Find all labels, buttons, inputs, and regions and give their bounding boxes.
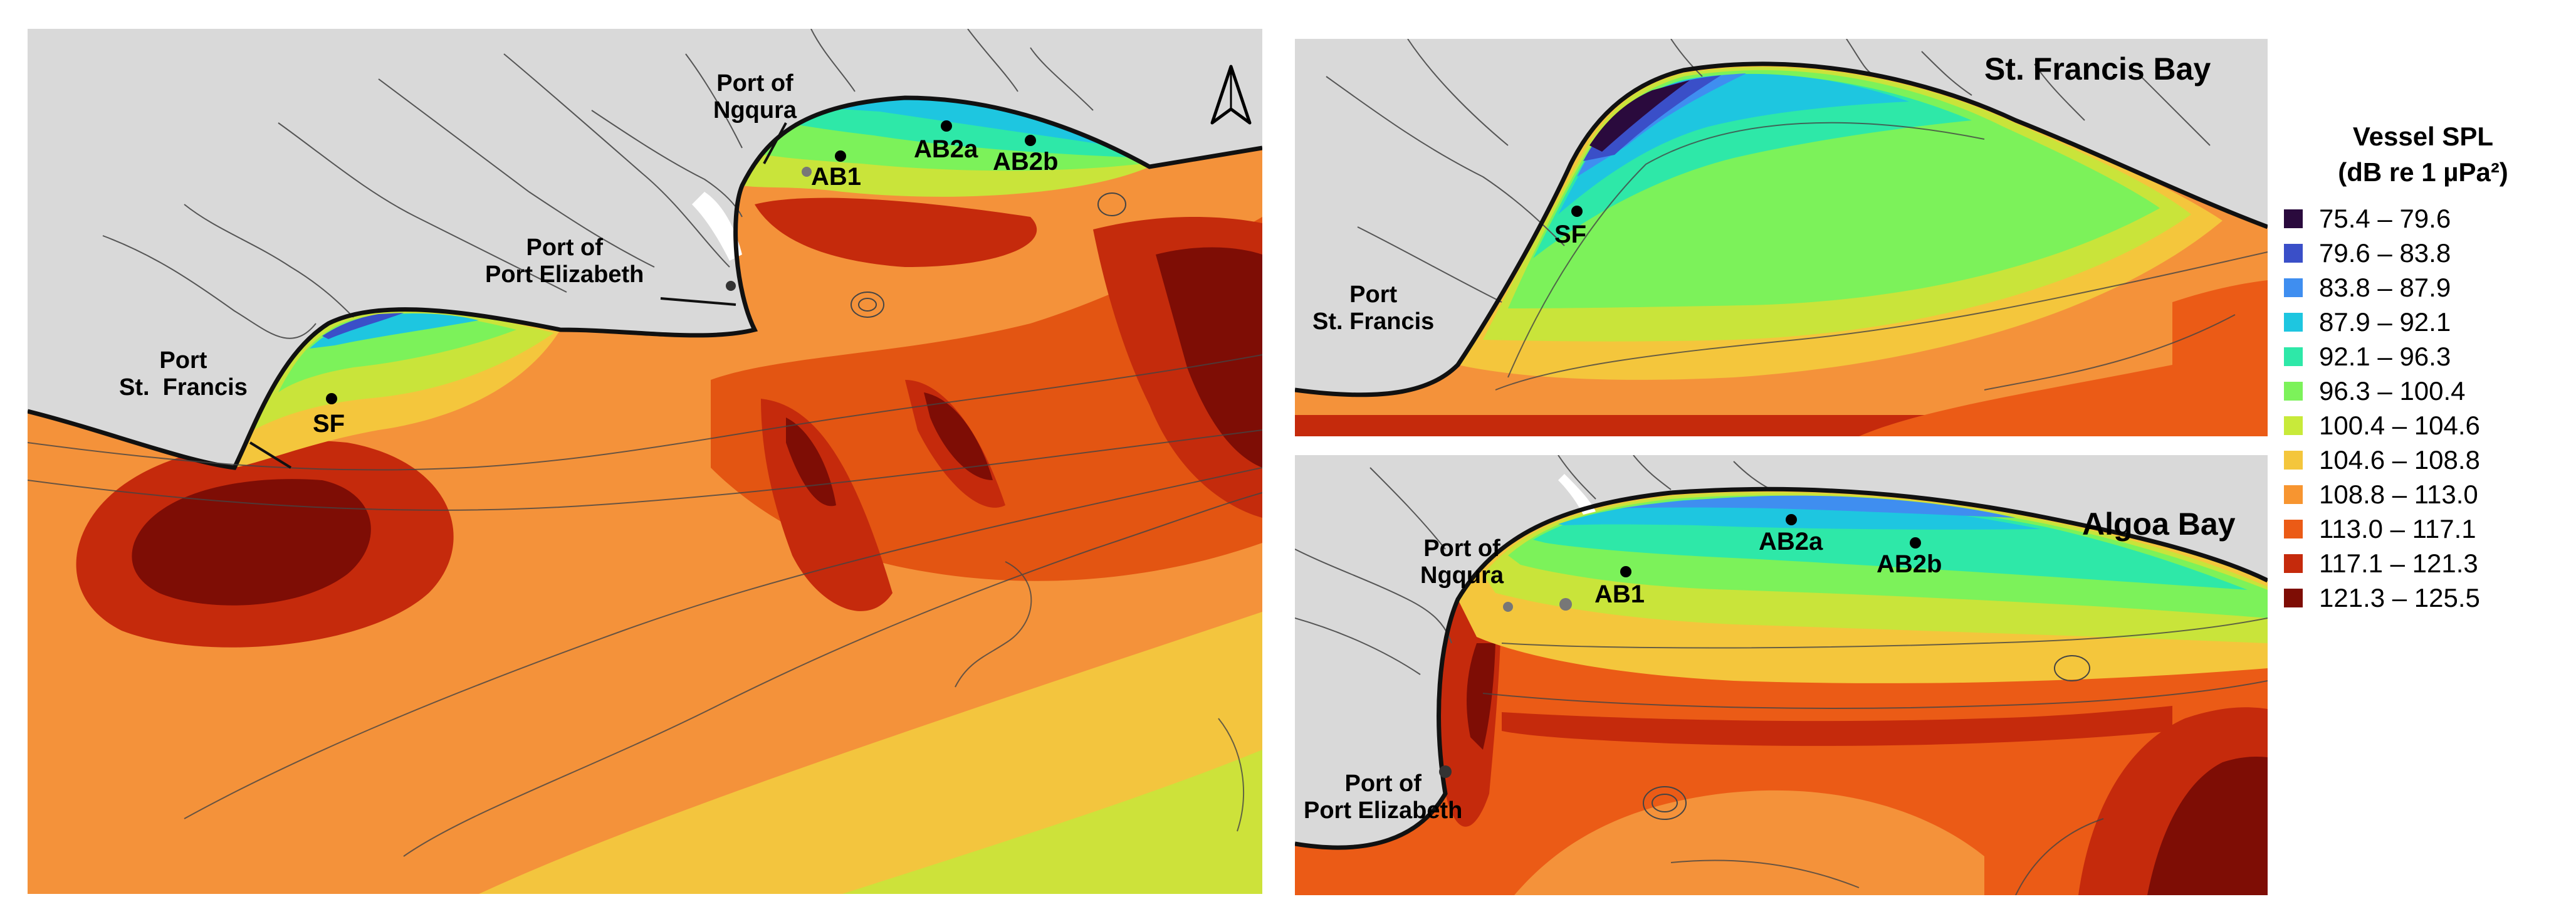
legend-label: 75.4 – 79.6 <box>2319 203 2451 233</box>
site-ab2b-point <box>1910 537 1921 549</box>
legend-swatch <box>2284 243 2303 263</box>
legend-swatch <box>2284 209 2303 228</box>
legend-entry: 96.3 – 100.4 <box>2279 374 2567 408</box>
legend-label: 92.1 – 96.3 <box>2319 341 2451 371</box>
legend-entry: 121.3 – 125.5 <box>2279 580 2567 615</box>
label-site-ab2a: AB2a <box>1759 528 1823 555</box>
legend-swatch <box>2284 519 2303 538</box>
label-port-of-port-elizabeth: Port of Port Elizabeth <box>485 234 644 288</box>
label-site-ab1: AB1 <box>1594 580 1645 608</box>
site-ab2a-point <box>941 120 952 132</box>
legend-entry: 104.6 – 108.8 <box>2279 443 2567 477</box>
label-port-of-ngqura: Port of Ngqura <box>1420 535 1504 589</box>
legend-swatch <box>2284 554 2303 573</box>
legend-label: 79.6 – 83.8 <box>2319 238 2451 268</box>
legend-swatch <box>2284 588 2303 607</box>
legend-swatch <box>2284 312 2303 332</box>
legend-swatch <box>2284 416 2303 435</box>
port-elizabeth-port-point <box>1439 765 1452 778</box>
legend-entry: 117.1 – 121.3 <box>2279 546 2567 580</box>
site-sf-point <box>1571 206 1583 217</box>
legend-entry: 100.4 – 104.6 <box>2279 408 2567 443</box>
legend-swatch <box>2284 485 2303 504</box>
st-francis-bay-title: St. Francis Bay <box>1984 51 2211 87</box>
legend-swatch <box>2284 278 2303 297</box>
st-francis-spl-raster <box>1295 39 2268 436</box>
main-spl-raster <box>28 29 1262 894</box>
ngqura-port-point-2 <box>1503 602 1513 612</box>
algoa-bay-title: Algoa Bay <box>2082 507 2236 542</box>
legend-entry: 87.9 – 92.1 <box>2279 305 2567 339</box>
label-site-ab1: AB1 <box>811 163 862 191</box>
legend-label: 87.9 – 92.1 <box>2319 307 2451 337</box>
legend-entries: 75.4 – 79.6 79.6 – 83.8 83.8 – 87.9 87.9 – … <box>2279 201 2567 615</box>
site-ab1-point <box>1620 566 1631 577</box>
legend-entry: 113.0 – 117.1 <box>2279 512 2567 546</box>
north-arrow-icon <box>1210 65 1252 125</box>
main-overview-map: Port of Ngqura Port of Port Elizabeth Po… <box>28 29 1262 894</box>
legend-swatch <box>2284 381 2303 401</box>
legend-swatch <box>2284 450 2303 470</box>
legend-label: 121.3 – 125.5 <box>2319 582 2480 612</box>
site-ab1-point <box>835 150 846 162</box>
legend-label: 117.1 – 121.3 <box>2319 548 2478 578</box>
legend-label: 100.4 – 104.6 <box>2319 410 2480 440</box>
legend-title: Vessel SPL (dB re 1 µPa²) <box>2338 122 2508 187</box>
label-port-of-ngqura: Port of Ngqura <box>713 70 797 123</box>
legend-swatch <box>2284 347 2303 366</box>
legend-entry: 79.6 – 83.8 <box>2279 236 2567 270</box>
legend-label: 108.8 – 113.0 <box>2319 479 2478 509</box>
st-francis-bay-map: St. Francis Bay Port St. Francis SF <box>1295 39 2268 436</box>
algoa-spl-raster <box>1295 455 2268 895</box>
label-site-sf: SF <box>1554 221 1587 248</box>
label-port-of-port-elizabeth: Port of Port Elizabeth <box>1304 770 1463 824</box>
legend-entry: 75.4 – 79.6 <box>2279 201 2567 236</box>
legend-entry: 108.8 – 113.0 <box>2279 477 2567 512</box>
site-ab2a-point <box>1786 514 1797 525</box>
label-port-st-francis: Port St. Francis <box>119 347 248 401</box>
label-port-st-francis: Port St. Francis <box>1312 281 1435 335</box>
label-site-sf: SF <box>313 410 345 438</box>
legend-entry: 83.8 – 87.9 <box>2279 270 2567 305</box>
port-elizabeth-port-point <box>726 281 736 291</box>
spl-legend: Vessel SPL (dB re 1 µPa²) 75.4 – 79.6 79.… <box>2279 119 2567 615</box>
legend-label: 113.0 – 117.1 <box>2319 513 2476 544</box>
legend-entry: 92.1 – 96.3 <box>2279 339 2567 374</box>
label-site-ab2b: AB2b <box>993 148 1059 176</box>
label-site-ab2a: AB2a <box>914 135 978 163</box>
legend-label: 104.6 – 108.8 <box>2319 444 2480 475</box>
ngqura-port-point <box>802 167 812 177</box>
site-sf-point <box>326 393 337 404</box>
algoa-bay-map: Algoa Bay Port of Ngqura Port of Port El… <box>1295 455 2268 895</box>
label-site-ab2b: AB2b <box>1877 550 1942 578</box>
site-ab2b-point <box>1025 135 1036 146</box>
legend-label: 96.3 – 100.4 <box>2319 375 2466 406</box>
ngqura-port-point <box>1559 598 1572 611</box>
legend-label: 83.8 – 87.9 <box>2319 272 2451 302</box>
